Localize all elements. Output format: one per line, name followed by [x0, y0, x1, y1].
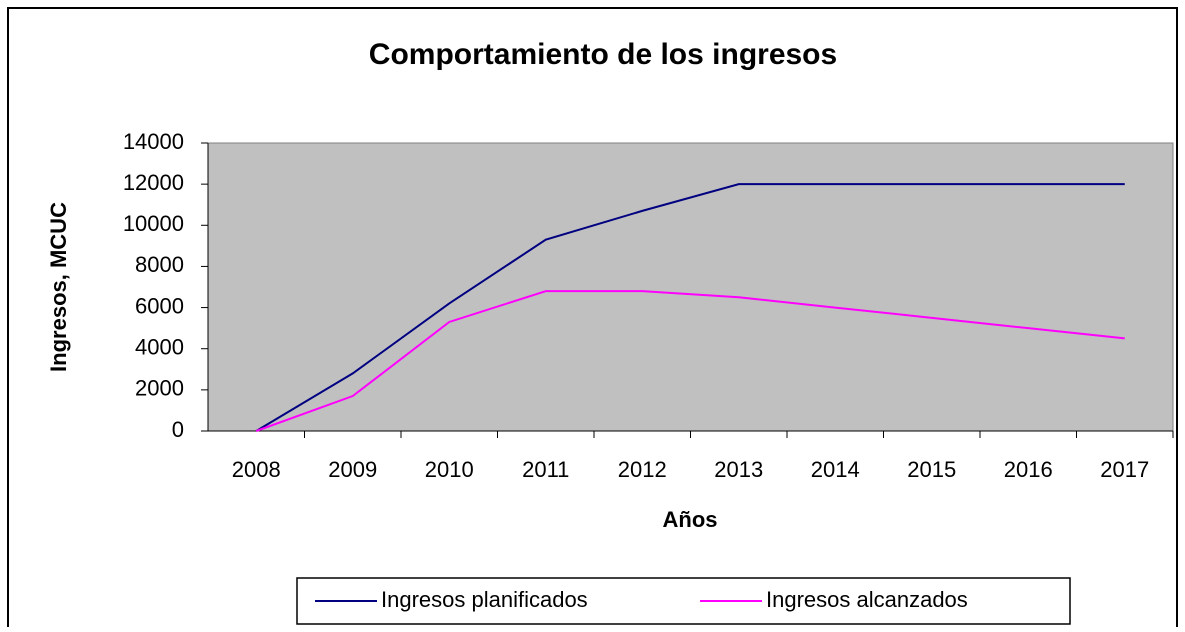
x-tick-label: 2011 — [522, 457, 569, 482]
chart-title: Comportamiento de los ingresos — [369, 38, 837, 71]
y-tick-label: 10000 — [123, 211, 184, 236]
x-tick-label: 2014 — [811, 457, 860, 482]
y-tick-label: 6000 — [135, 293, 184, 318]
y-axis-label: Ingresos, MCUC — [46, 202, 71, 372]
series-line — [255, 290, 1125, 432]
y-tick-label: 8000 — [135, 252, 184, 277]
legend-label: Ingresos planificados — [381, 587, 588, 612]
y-tick-label: 4000 — [135, 335, 184, 360]
y-tick-label: 0 — [172, 417, 184, 442]
x-tick-label: 2009 — [328, 457, 377, 482]
x-tick-label: 2015 — [907, 457, 956, 482]
x-axis-label: Años — [663, 507, 718, 532]
legend-label: Ingresos alcanzados — [766, 587, 968, 612]
y-tick-label: 12000 — [123, 170, 184, 195]
x-tick-label: 2010 — [425, 457, 474, 482]
plot-area — [207, 142, 1174, 432]
x-tick-label: 2016 — [1004, 457, 1053, 482]
x-tick-label: 2017 — [1100, 457, 1149, 482]
y-tick-label: 2000 — [135, 376, 184, 401]
y-tick-label: 14000 — [123, 129, 184, 154]
x-tick-label: 2012 — [618, 457, 667, 482]
x-tick-label: 2013 — [714, 457, 763, 482]
series-line — [255, 183, 1125, 432]
x-tick-label: 2008 — [232, 457, 281, 482]
legend-box — [296, 577, 1071, 625]
